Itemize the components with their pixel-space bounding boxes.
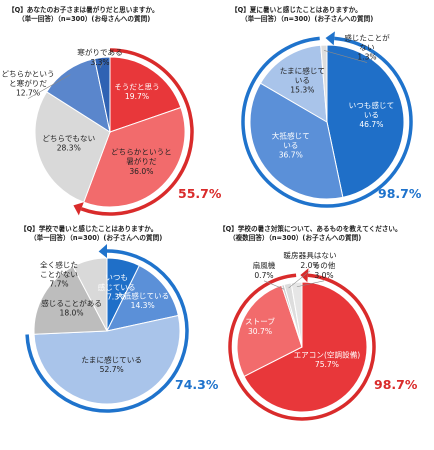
chart-2-slice-1 [326, 44, 405, 198]
chart-3-slice-3 [33, 314, 181, 405]
chart-2-slice-1-label: いつも感じている 46.7% [349, 100, 395, 129]
chart-3-slice-2-label: 大抵感じている 14.3% [116, 290, 169, 310]
chart-3-total: 74.3% [175, 377, 219, 392]
chart-1-question: 【Q】あなたのお子さまは暑がりだと思いますか。 （単一回答）（n=300）(お母… [8, 6, 159, 24]
chart-4-title: 【Q】学校の暑さ対策について、あるものを教えてください。 [219, 225, 402, 233]
chart-3-slice-1-label: いつも感じている 7.3% [98, 273, 136, 301]
chart-1-subtitle: （単一回答）（n=300）(お母さんへの質問) [18, 15, 151, 23]
chart-4-slice-3-leader [263, 280, 285, 290]
chart-3-slice-5-label: 全く感じたことがない 7.7% [40, 259, 78, 288]
chart-1-highlight-arrow [73, 202, 84, 216]
chart-1-pie: そうだと思う 19.7% どちらかというと暑がりだ 36.0% どちらでもない 28.3%… [1, 47, 194, 216]
chart-2-slice-2 [249, 82, 344, 200]
chart-4-slice-5 [290, 281, 303, 348]
chart-2-slice-2-label: 大抵感じている 36.7% [272, 131, 310, 160]
chart-2-question: 【Q】夏に暑いと感じたことはありますか。 （単一回答）（n=300）(お子さんへ… [231, 6, 373, 24]
chart-1-slice-4-label: どちらかというと寒がりだ 12.7% [1, 69, 54, 97]
chart-2-subtitle: （単一回答）（n=300）(お子さんへの質問) [241, 15, 374, 23]
chart-1-slice-2-label: どちらかというと暑がりだ 36.0% [111, 148, 172, 176]
chart-2-highlight-arc [241, 36, 413, 208]
chart-4-total: 98.7% [374, 377, 418, 392]
chart-4-highlight-arc [228, 273, 376, 421]
chart-2-slice-3 [259, 44, 328, 123]
chart-2-total: 98.7% [378, 186, 422, 201]
chart-3-highlight-arc [25, 249, 189, 413]
chart-1-slice-5 [93, 56, 111, 133]
chart-4-slice-4-label: 暖房器具はない 2.0% [283, 250, 336, 270]
chart-4-slice-1-label: エアコン(空調設備) 75.7% [294, 350, 361, 370]
chart-3-slice-4 [33, 265, 108, 335]
chart-3-slice-2 [106, 264, 179, 332]
chart-2-slice-3-label: たまに感じている 15.3% [280, 65, 325, 94]
chart-1-slice-5-label: 寒がりである 3.3% [77, 47, 123, 67]
chart-1-title: 【Q】あなたのお子さまは暑がりだと思いますか。 [8, 6, 159, 14]
chart-4-slice-5-leader [296, 280, 325, 288]
chart-1-slice-5-leader [99, 62, 104, 68]
chart-panel-1: 【Q】あなたのお子さまは暑がりだと思いますか。 （単一回答）（n=300）(お母… [0, 0, 221, 225]
chart-2-slice-4-label: 感じたことがない 1.3% [344, 32, 390, 61]
chart-1-slice-1-label: そうだと思う 19.7% [114, 82, 160, 101]
chart-4-pie: エアコン(空調設備) 75.7% ストーブ 30.7% 扇風機 0.7% 暖房器具はない 2.… [228, 250, 376, 421]
chart-3-title: 【Q】学校で暑いと感じたことはありますか。 [20, 225, 158, 233]
chart-3-subtitle: （単一回答）（n=300）(お子さんへの質問) [30, 234, 163, 242]
chart-1-highlight-arc [80, 48, 194, 216]
chart-4-slice-2 [236, 284, 303, 378]
chart-4-slice-3-label: 扇風機 0.7% [253, 260, 276, 280]
chart-4-question: 【Q】学校の暑さ対策について、あるものを教えてください。 （複数回答）（n=30… [219, 225, 402, 243]
chart-1-slice-3 [34, 91, 111, 203]
chart-3-highlight-arrow [98, 244, 107, 258]
chart-panel-2: 【Q】夏に暑いと感じたことはありますか。 （単一回答）（n=300）(お子さんへ… [217, 0, 434, 225]
chart-2-slice-4-leader [323, 50, 368, 63]
chart-2-pie: いつも感じている 46.7% 大抵感じている 36.7% たまに感じている 15.3% 感じ… [241, 31, 413, 208]
chart-1-slice-4-leader [27, 74, 71, 99]
chart-3-question: 【Q】学校で暑いと感じたことはありますか。 （単一回答）（n=300）(お子さん… [20, 225, 162, 243]
chart-panel-4: 【Q】学校の暑さ対策について、あるものを教えてください。 （複数回答）（n=30… [217, 225, 434, 450]
chart-3-pie: いつも感じている 7.3%大抵感じている 14.3% たまに感じている 52.7% 感じる… [25, 244, 189, 413]
chart-1-slice-4 [45, 58, 111, 134]
chart-2-highlight-arrow [325, 31, 335, 46]
chart-4-slice-1 [243, 281, 368, 413]
chart-4-slice-5-label: その他 3.0% [313, 260, 336, 280]
chart-2-title: 【Q】夏に暑いと感じたことはありますか。 [231, 6, 362, 14]
chart-panel-3: 【Q】学校で暑いと感じたことはありますか。 （単一回答）（n=300）(お子さん… [0, 225, 219, 450]
chart-3-slice-3-label: たまに感じている 52.7% [81, 354, 142, 374]
chart-1-total: 55.7% [178, 186, 222, 201]
chart-3-slice-4-label: 感じることがある 18.0% [41, 298, 102, 318]
chart-4-slice-4-leader [288, 270, 311, 289]
chart-2-slice-4 [320, 44, 328, 123]
chart-4-subtitle: （複数回答）（n=300）(お子さんへの質問) [229, 234, 362, 242]
chart-3-slice-5 [72, 257, 108, 332]
chart-1-slice-3-label: どちらでもない 28.3% [42, 134, 95, 153]
chart-4-slice-2-label: ストーブ 30.7% [245, 316, 275, 336]
chart-1-slice-2 [83, 106, 186, 208]
